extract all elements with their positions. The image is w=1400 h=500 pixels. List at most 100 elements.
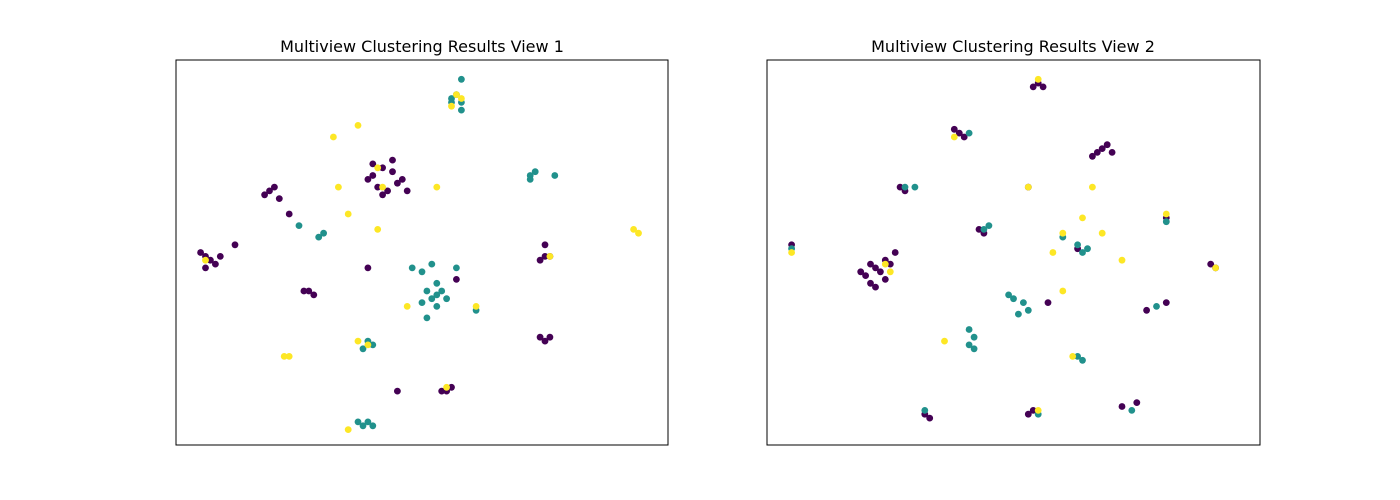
scatter-point-view-2-series-1-0 [965, 129, 973, 137]
scatter-point-view-2-series-2-8 [1118, 256, 1126, 264]
scatter-point-view-2-series-1-24 [1162, 218, 1170, 226]
scatter-point-view-1-series-1-7 [531, 168, 539, 176]
scatter-point-view-1-series-1-9 [551, 172, 559, 179]
scatter-point-view-2-series-2-10 [941, 337, 948, 345]
scatter-point-view-2-series-0-0 [1029, 83, 1037, 91]
scatter-point-view-1-series-1-10 [423, 287, 431, 295]
scatter-point-view-1-series-1-8 [526, 176, 534, 183]
scatter-point-view-2-series-0-40 [1044, 299, 1052, 306]
scatter-point-view-2-series-2-13 [886, 268, 894, 276]
scatter-point-view-2-series-0-7 [1098, 145, 1106, 153]
scatter-point-view-1-series-1-21 [369, 341, 377, 349]
plot-frame-view-2 [766, 59, 1261, 446]
scatter-point-view-1-series-0-20 [197, 249, 205, 256]
scatter-point-view-2-series-1-10 [1020, 299, 1027, 306]
scatter-point-view-1-series-0-7 [364, 176, 372, 183]
scatter-point-view-1-series-0-19 [202, 264, 209, 272]
scatter-point-view-1-series-0-8 [389, 156, 396, 164]
scatter-point-view-1-series-2-7 [335, 183, 342, 191]
scatter-point-view-2-series-2-4 [1079, 214, 1086, 222]
scatter-point-view-1-series-2-4 [354, 122, 362, 129]
scatter-point-view-1-series-1-31 [408, 264, 416, 272]
scatter-point-view-2-series-0-5 [950, 125, 958, 133]
scatter-point-view-2-series-2-5 [1049, 249, 1057, 256]
scatter-point-view-1-series-1-5 [458, 75, 465, 83]
scatter-point-view-2-series-0-10 [1108, 149, 1116, 156]
scatter-point-view-2-series-0-26 [857, 268, 865, 276]
scatter-point-view-2-series-0-31 [1162, 299, 1170, 306]
scatter-point-view-2-series-2-7 [1098, 229, 1106, 237]
scatter-point-view-2-series-1-1 [901, 183, 909, 191]
scatter-point-view-1-series-0-15 [275, 195, 283, 203]
scatter-point-view-1-series-0-30 [541, 253, 549, 260]
scatter-point-view-2-series-0-24 [872, 283, 879, 291]
scatter-point-view-2-series-0-25 [881, 276, 889, 283]
scatter-point-view-1-series-1-29 [295, 222, 303, 230]
scatter-point-view-1-series-0-4 [374, 183, 382, 191]
scatter-point-view-2-series-0-30 [1143, 306, 1150, 314]
chart-title-view-1: Multiview Clustering Results View 1 [280, 37, 564, 56]
plot-frame-view-1 [175, 59, 669, 446]
scatter-point-view-1-series-2-11 [354, 337, 362, 345]
scatter-point-view-2-series-1-22 [921, 407, 929, 414]
scatter-point-view-2-series-0-2 [1039, 83, 1047, 91]
scatter-point-view-2-series-0-21 [862, 272, 869, 279]
scatter-point-view-2-series-0-17 [867, 260, 874, 268]
scatter-point-view-2-series-0-19 [877, 268, 884, 276]
scatter-point-view-1-series-0-2 [389, 168, 396, 176]
scatter-point-view-2-series-0-4 [960, 133, 968, 141]
scatter-point-view-1-series-2-3 [330, 133, 337, 141]
chart-title-view-2: Multiview Clustering Results View 2 [871, 37, 1155, 56]
scatter-point-view-2-series-0-9 [1103, 141, 1111, 149]
scatter-point-view-1-series-0-34 [536, 333, 544, 341]
scatter-point-view-1-series-0-1 [379, 164, 386, 172]
scatter-point-view-1-series-2-10 [433, 183, 441, 191]
scatter-point-view-1-series-1-11 [433, 291, 441, 299]
scatter-point-view-2-series-1-20 [1153, 303, 1160, 310]
scatter-point-view-1-series-0-0 [369, 172, 377, 179]
scatter-point-view-2-series-1-6 [1074, 241, 1081, 249]
scatter-point-view-2-series-1-12 [1015, 310, 1022, 318]
scatter-point-view-2-series-0-35 [1029, 407, 1037, 414]
scatter-point-view-2-series-1-17 [965, 341, 973, 349]
scatter-point-view-1-series-0-14 [261, 191, 268, 199]
scatter-point-view-1-series-1-26 [354, 418, 362, 426]
scatter-point-view-1-series-2-6 [379, 183, 386, 191]
scatter-point-view-2-series-2-14 [881, 260, 889, 268]
scatter-point-view-1-series-0-9 [379, 191, 386, 199]
scatter-point-view-1-series-2-19 [202, 256, 209, 264]
scatter-point-view-1-series-2-13 [285, 353, 293, 360]
scatter-point-view-1-series-1-22 [359, 345, 367, 353]
scatter-point-view-1-series-0-11 [369, 160, 377, 168]
scatter-point-view-1-series-0-38 [364, 264, 372, 272]
scatter-point-view-1-series-2-2 [458, 95, 465, 102]
scatter-point-view-1-series-1-4 [458, 106, 465, 114]
scatter-point-view-1-series-0-36 [546, 333, 554, 341]
scatter-point-view-1-series-0-6 [398, 176, 406, 183]
points-layer-view-1 [197, 75, 642, 433]
scatter-point-view-1-series-0-22 [231, 241, 239, 249]
scatter-point-view-2-series-1-11 [1024, 306, 1032, 314]
scatter-point-view-1-series-0-23 [305, 287, 313, 295]
scatter-point-view-2-series-0-18 [872, 264, 879, 272]
scatter-point-view-2-series-0-23 [867, 279, 874, 287]
scatter-point-view-1-series-2-20 [344, 426, 352, 433]
scatter-point-view-1-series-0-24 [310, 291, 318, 299]
scatter-point-view-1-series-1-32 [418, 268, 426, 276]
scatter-point-view-1-series-0-33 [541, 241, 549, 249]
scatter-point-view-2-series-1-8 [1084, 245, 1091, 253]
scatter-point-view-2-series-2-9 [1059, 287, 1067, 295]
scatter-point-view-2-series-1-14 [965, 326, 973, 333]
scatter-point-view-1-series-0-5 [384, 187, 391, 195]
scatter-point-view-2-series-0-8 [1089, 152, 1096, 160]
scatter-point-view-1-series-2-5 [374, 164, 382, 172]
scatter-point-view-2-series-0-22 [886, 260, 894, 268]
scatter-point-view-1-series-0-3 [394, 179, 401, 187]
scatter-point-view-2-series-0-3 [955, 129, 963, 137]
scatter-point-view-1-series-0-21 [216, 253, 224, 260]
chart-panel-view-2: Multiview Clustering Results View 2 [766, 37, 1261, 446]
scatter-point-view-2-series-0-36 [1118, 403, 1126, 410]
scatter-point-view-2-series-1-16 [970, 345, 978, 353]
